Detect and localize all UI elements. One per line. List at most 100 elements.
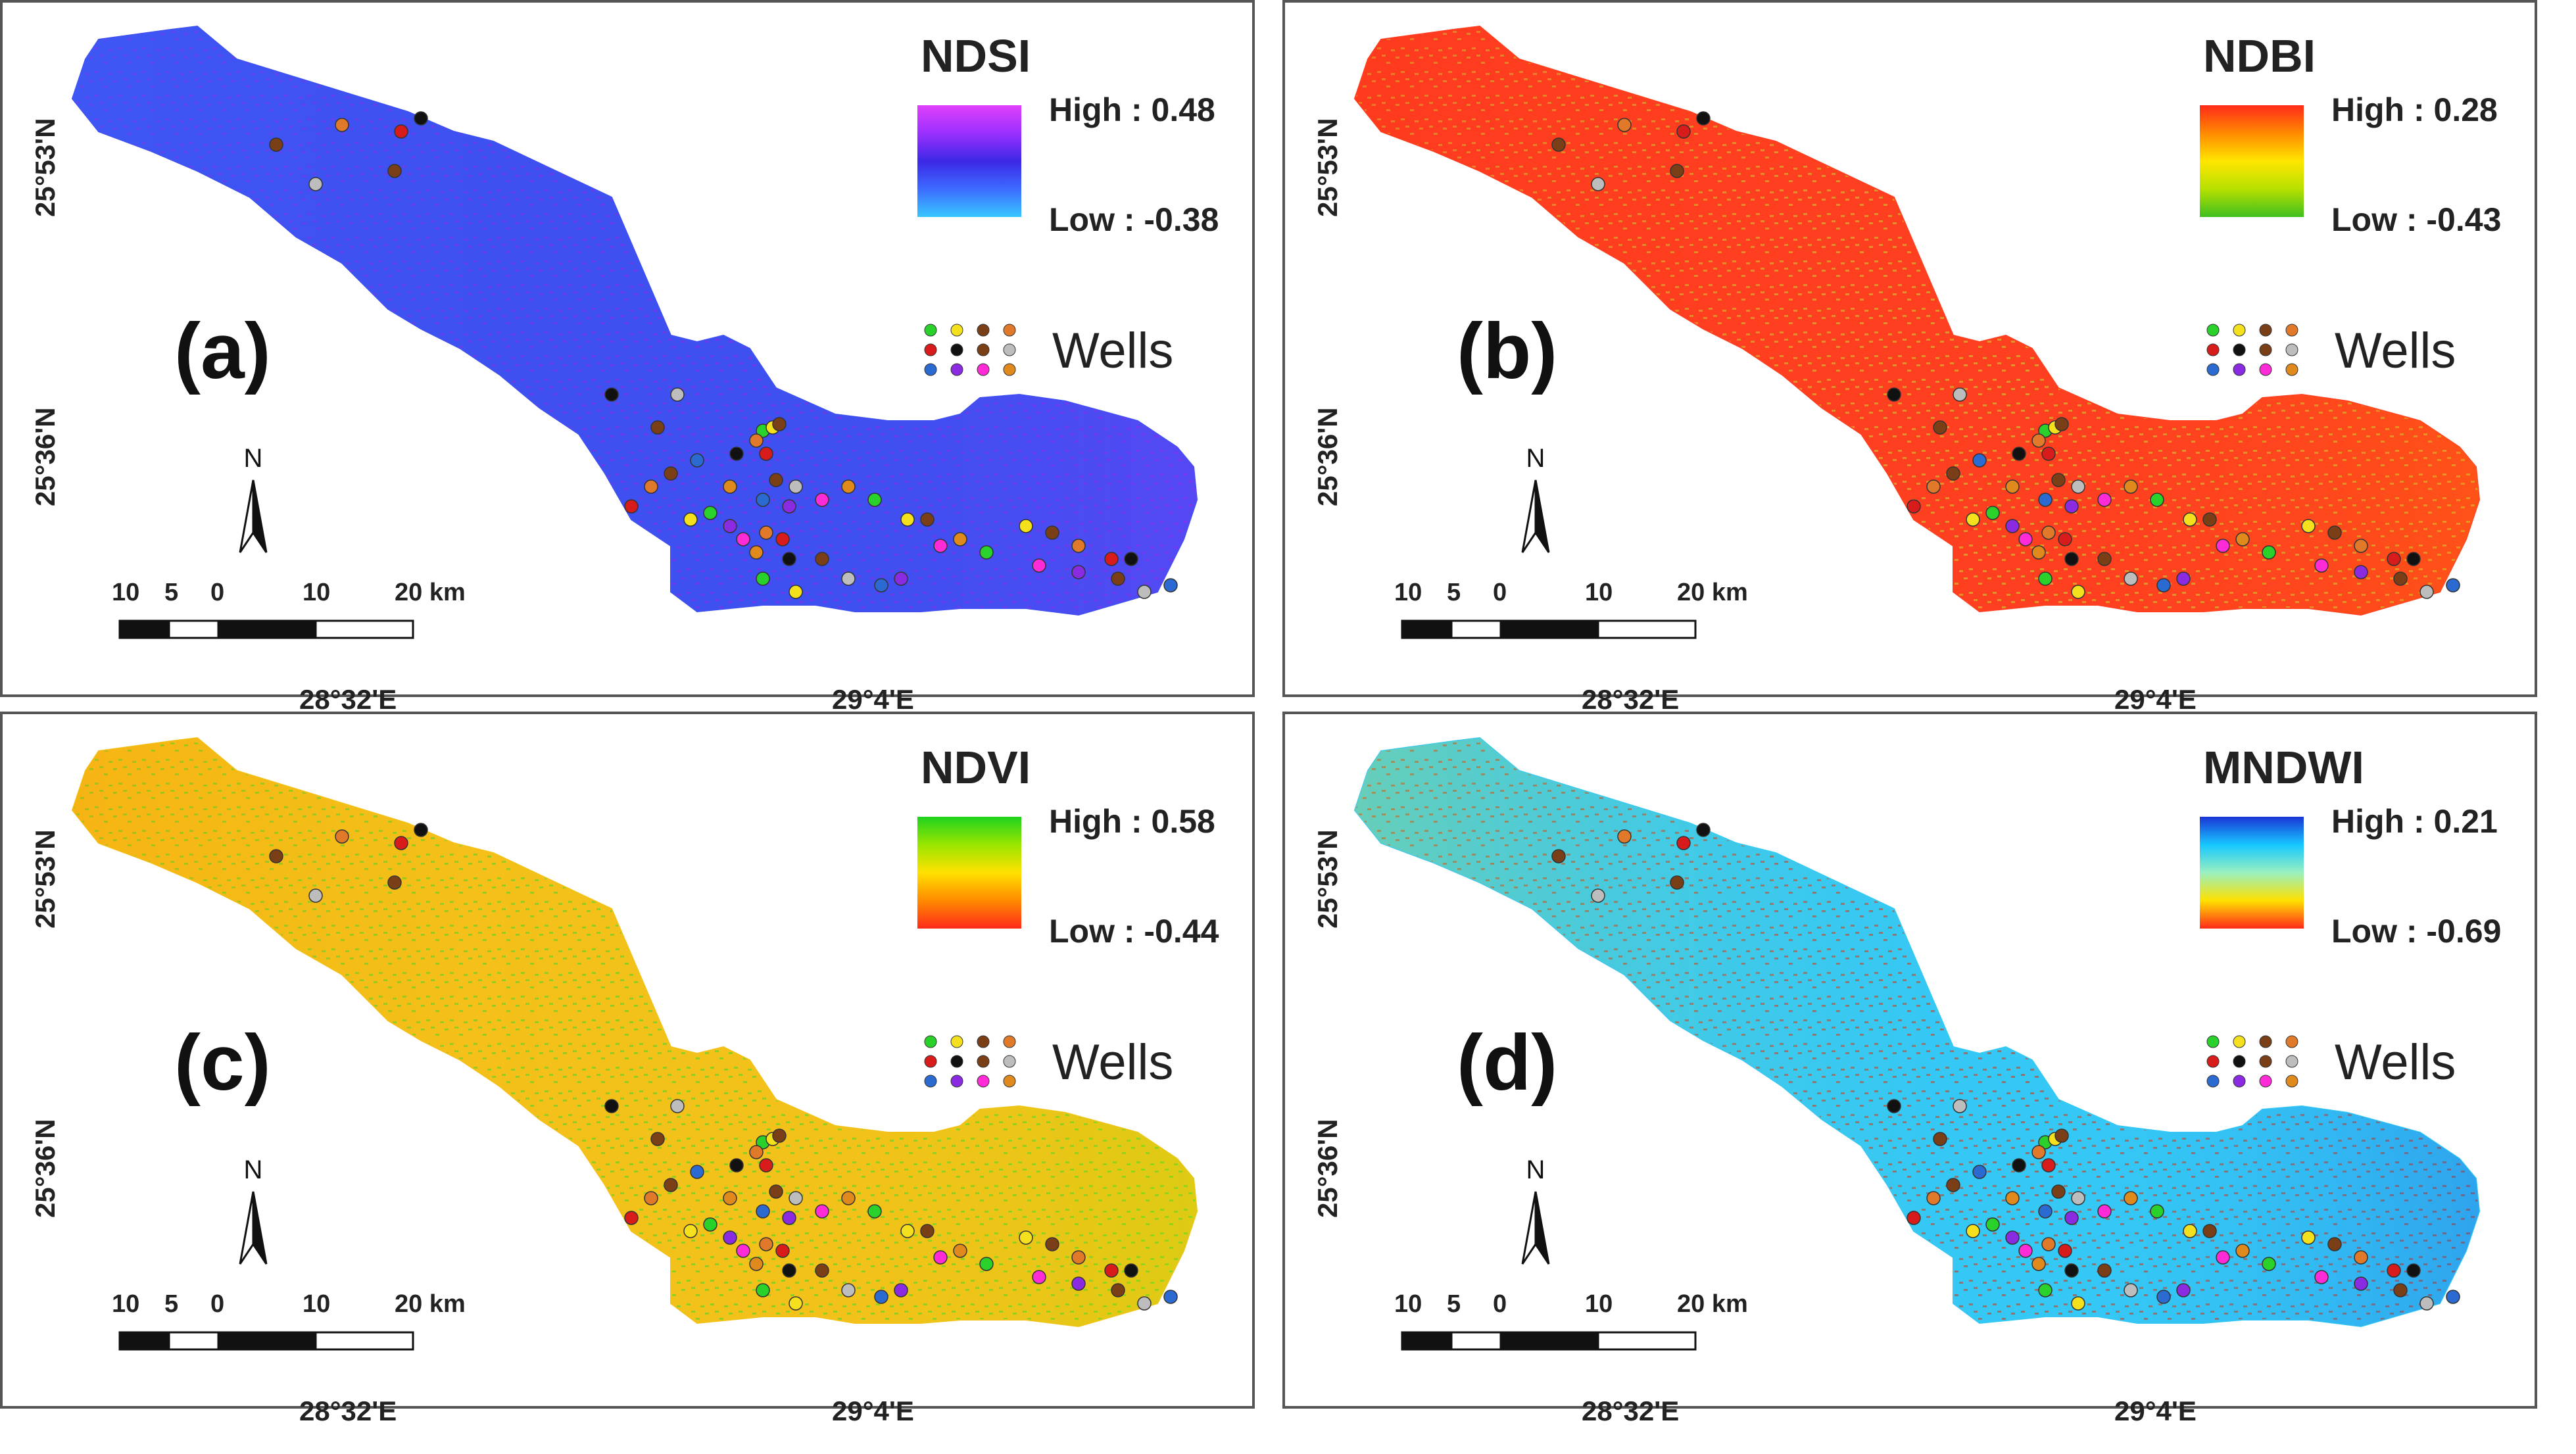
raster-shading <box>72 738 1197 1326</box>
well-point <box>2038 571 2053 586</box>
well-point <box>2005 519 2020 533</box>
well-legend-dot <box>2285 363 2298 376</box>
wells-legend-label: Wells <box>1052 323 1174 379</box>
scale-tick-label: 5 <box>1447 579 1461 606</box>
well-point <box>2419 585 2434 599</box>
north-arrow-icon: N <box>1521 1155 1550 1265</box>
well-point <box>1019 1230 1033 1245</box>
well-point <box>414 823 428 837</box>
well-legend-dot <box>977 1035 990 1048</box>
well-point <box>1985 1217 2000 1232</box>
well-point <box>2387 1263 2401 1278</box>
well-point <box>2202 512 2217 527</box>
scale-tick-label: 20 km <box>395 1290 466 1318</box>
well-point <box>2064 499 2079 514</box>
color-ramp <box>2200 817 2304 929</box>
scale-tick-label: 10 <box>112 1290 140 1318</box>
well-point <box>604 1099 619 1113</box>
well-point <box>683 1224 698 1238</box>
well-legend-dot <box>2259 363 2272 376</box>
well-legend-dot <box>2285 1075 2298 1088</box>
wells-legend-symbols <box>2206 324 2298 376</box>
study-area-map <box>71 25 1198 616</box>
well-point <box>759 447 773 461</box>
well-point <box>2176 1283 2191 1297</box>
well-point <box>815 493 829 507</box>
well-point <box>1032 1270 1046 1284</box>
well-point <box>759 1158 773 1173</box>
well-point <box>2058 1244 2072 1258</box>
well-point <box>387 875 402 890</box>
well-point <box>624 499 639 514</box>
north-arrow-icon: N <box>239 1155 268 1265</box>
well-point <box>1551 137 1566 152</box>
study-area-map <box>71 737 1198 1328</box>
north-label: N <box>1526 1155 1545 1184</box>
well-point <box>2156 578 2171 593</box>
well-point <box>782 1263 796 1278</box>
well-point <box>789 1296 803 1311</box>
well-point <box>1953 387 1967 402</box>
well-point <box>1946 466 1960 481</box>
well-point <box>1953 1099 1967 1113</box>
well-point <box>736 532 750 546</box>
well-point <box>2354 565 2368 579</box>
scale-tick-label: 10 <box>1585 579 1613 606</box>
well-point <box>2031 1145 2046 1159</box>
well-point <box>2150 1204 2164 1219</box>
well-point <box>650 1132 665 1146</box>
well-point <box>2064 552 2079 566</box>
well-point <box>782 499 796 514</box>
study-area-map <box>1353 25 2481 616</box>
well-legend-dot <box>1003 1035 1016 1048</box>
well-point <box>1071 565 1086 579</box>
well-legend-dot <box>924 363 937 376</box>
scale-bar <box>1401 619 1697 639</box>
well-point <box>1676 836 1691 850</box>
well-point <box>2071 479 2085 494</box>
longitude-label: 29°4'E <box>2114 684 2197 715</box>
well-point <box>841 571 856 586</box>
well-point <box>1124 1263 1138 1278</box>
well-point <box>2327 1237 2342 1251</box>
well-legend-dot <box>2233 1055 2246 1068</box>
longitude-label: 29°4'E <box>832 684 914 715</box>
well-legend-dot <box>2206 343 2220 356</box>
scale-tick-label: 10 <box>1394 1290 1422 1318</box>
well-point <box>1045 525 1059 540</box>
scale-tick-label: 20 km <box>1677 1290 1748 1318</box>
well-point <box>2097 1204 2112 1219</box>
well-point <box>2387 552 2401 566</box>
scale-tick-label: 10 <box>303 579 331 606</box>
latitude-label: 25°36'N <box>1312 1119 1343 1218</box>
low-value-label: Low : -0.44 <box>1049 913 1219 950</box>
high-value-label: High : 0.21 <box>2331 803 2498 840</box>
well-legend-dot <box>2206 1075 2220 1088</box>
map-panel-a: NDSI High : 0.48 Low : -0.38 (a) Wells N 10 5 0 1… <box>0 0 1260 715</box>
well-point <box>2041 447 2056 461</box>
well-point <box>749 1257 764 1271</box>
well-point <box>2183 1224 2197 1238</box>
low-value-label: Low : -0.38 <box>1049 201 1219 238</box>
well-point <box>2012 447 2026 461</box>
well-point <box>953 532 967 546</box>
panel-letter: (b) <box>1457 307 1558 395</box>
well-point <box>2097 493 2112 507</box>
well-point <box>2038 1283 2053 1297</box>
well-point <box>308 177 323 191</box>
well-legend-dot <box>2259 324 2272 337</box>
well-legend-dot <box>1003 1075 1016 1088</box>
well-point <box>1887 387 1901 402</box>
latitude-label: 25°36'N <box>1312 407 1343 506</box>
well-legend-dot <box>1003 343 1016 356</box>
well-point <box>841 479 856 494</box>
well-legend-dot <box>924 324 937 337</box>
well-point <box>1907 499 1921 514</box>
well-point <box>2058 532 2072 546</box>
well-point <box>789 1191 803 1205</box>
well-legend-dot <box>2285 343 2298 356</box>
longitude-label: 29°4'E <box>2114 1395 2197 1426</box>
scale-tick-label: 0 <box>1493 579 1507 606</box>
well-point <box>2406 552 2421 566</box>
raster-shading <box>72 26 1197 615</box>
